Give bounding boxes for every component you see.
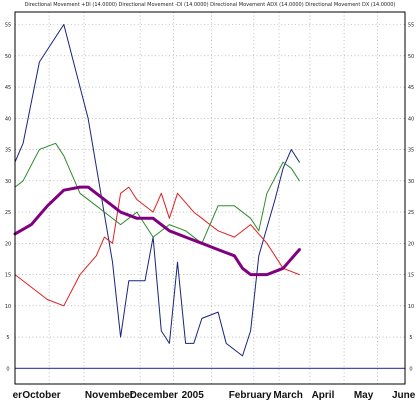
series-line-1 bbox=[14, 24, 300, 357]
y-tick-label-right: 50 bbox=[408, 54, 414, 60]
x-tick-label: 2005 bbox=[182, 390, 205, 400]
y-tick-label-left: 15 bbox=[5, 273, 11, 279]
y-tick-label-right: 55 bbox=[408, 23, 414, 29]
y-tick-label-left: 10 bbox=[5, 304, 11, 310]
y-tick-label-left: 40 bbox=[5, 116, 11, 122]
y-tick-label-right: 30 bbox=[408, 179, 414, 185]
chart-title: Directional Movement +DI (14.0000) Direc… bbox=[25, 2, 396, 8]
y-tick-label-left: 35 bbox=[5, 148, 11, 154]
y-tick-label-left: 55 bbox=[5, 23, 11, 29]
series-layer bbox=[13, 24, 405, 369]
y-tick-label-right: 45 bbox=[408, 85, 414, 91]
x-tick-label: March bbox=[273, 390, 302, 400]
y-tick-label-left: 0 bbox=[6, 366, 9, 372]
y-tick-label-right: 10 bbox=[408, 304, 414, 310]
y-tick-label-left: 45 bbox=[5, 85, 11, 91]
y-tick-label-right: 20 bbox=[408, 241, 414, 247]
x-tick-label: February bbox=[229, 390, 272, 400]
y-tick-label-right: 0 bbox=[409, 366, 412, 372]
x-tick-label: October bbox=[22, 390, 60, 400]
x-tick-label: November bbox=[85, 390, 134, 400]
y-tick-label-left: 50 bbox=[5, 54, 11, 60]
x-tick-label: er bbox=[13, 390, 23, 400]
plot-frame bbox=[14, 11, 406, 385]
y-tick-label-right: 5 bbox=[409, 335, 412, 341]
y-tick-label-right: 25 bbox=[408, 210, 414, 216]
y-tick-label-left: 20 bbox=[5, 241, 11, 247]
y-tick-label-left: 25 bbox=[5, 210, 11, 216]
x-tick-label: June bbox=[392, 390, 416, 400]
y-tick-label-right: 40 bbox=[408, 116, 414, 122]
series-line-4 bbox=[13, 185, 301, 277]
x-tick-label: May bbox=[354, 390, 374, 400]
x-tick-label: December bbox=[130, 390, 178, 400]
grid-layer bbox=[15, 12, 405, 384]
series-line-3 bbox=[14, 186, 300, 307]
series-line-2 bbox=[14, 142, 300, 244]
y-tick-label-left: 30 bbox=[5, 179, 11, 185]
y-tick-label-right: 15 bbox=[408, 273, 414, 279]
y-tick-label-right: 35 bbox=[408, 148, 414, 154]
x-tick-label: April bbox=[312, 390, 335, 400]
y-tick-label-left: 5 bbox=[6, 335, 9, 341]
